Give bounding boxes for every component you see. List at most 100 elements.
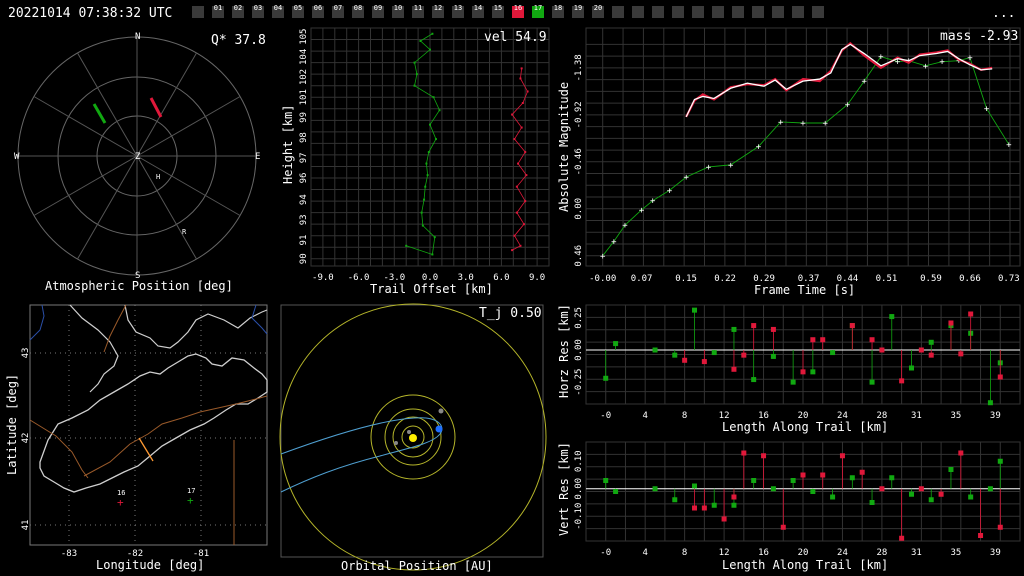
green-residual-point xyxy=(613,489,619,494)
magnitude-panel: ++++++++ +++ + +++++ ++ + + +++ 0.460.00-0.46-0… xyxy=(557,27,1021,297)
green-residual-point xyxy=(652,347,658,353)
green-magnitude-point: + xyxy=(967,54,973,64)
height-ylabel: Height [km] xyxy=(281,105,295,184)
timestamp: 20221014 07:38:32 UTC xyxy=(8,6,172,21)
green-residual-point xyxy=(810,489,816,494)
horz-xticks: -0 4 8 12 16 20 24 28 31 35 39 xyxy=(600,411,1000,421)
station-label: 02 xyxy=(234,4,242,12)
height-ytick: 99 xyxy=(299,112,309,123)
map-ylabel: Latitude [deg] xyxy=(5,374,19,475)
red-residual-point xyxy=(849,323,855,329)
station-label: 20 xyxy=(594,4,602,12)
green-trail-point xyxy=(431,253,434,256)
station-label: 11 xyxy=(414,4,422,12)
green-magnitude-point: + xyxy=(895,58,901,68)
polar-spoke xyxy=(77,52,138,157)
map-xtick: -82 xyxy=(127,549,143,559)
red-trail-point xyxy=(515,185,518,188)
station-label: 17 xyxy=(534,4,542,12)
white-magnitude-line xyxy=(685,43,993,118)
height-yticks: 90 91 93 94 96 97 98 99 101 102 104 105 xyxy=(299,29,309,265)
station-label: 13 xyxy=(454,4,462,12)
green-residual-point xyxy=(751,377,757,383)
jupiter-orbit xyxy=(279,303,547,571)
tj-label: T_j 0.50 xyxy=(479,306,542,321)
horz-yticks: 0.25 0.00 -0.25 xyxy=(574,307,584,396)
earth-orbit xyxy=(384,408,442,466)
height-xtick: 9.0 xyxy=(529,273,545,283)
green-magnitude-point: + xyxy=(823,119,829,129)
green-trail-point xyxy=(433,236,436,239)
red-residual-point xyxy=(968,311,974,317)
compass-s: S xyxy=(135,271,140,281)
horz-marks xyxy=(603,307,1003,406)
planet-mars xyxy=(438,408,444,414)
compass-w: W xyxy=(14,152,20,162)
green-magnitude-point: + xyxy=(878,53,884,63)
green-magnitude-point: + xyxy=(611,237,617,247)
red-track xyxy=(149,97,163,118)
station-box xyxy=(232,6,244,18)
green-magnitude-point: + xyxy=(600,252,606,262)
vert-yticks: 0.10 0.00 -0.10 xyxy=(574,450,584,529)
green-residual-point xyxy=(889,475,895,481)
red-residual-point xyxy=(741,352,747,358)
orbit-panel: T_j 0.50 Orbital Position [AU] xyxy=(279,303,547,573)
map-yticks: 43 42 41 xyxy=(21,348,31,531)
station-box xyxy=(572,6,584,18)
atmospheric-panel: N S E W Z H R Q* 37.8 Atmospheric Positi… xyxy=(14,32,266,293)
green-residual-point xyxy=(997,458,1003,464)
menu-button[interactable]: ... xyxy=(992,6,1015,21)
height-xtick: -9.0 xyxy=(312,273,334,283)
station-box xyxy=(272,6,284,18)
horz-xtick: 28 xyxy=(876,411,887,421)
vert-ytick: 0.00 xyxy=(574,478,584,500)
horz-ylabel: Horz Res [km] xyxy=(557,304,571,398)
red-residual-point xyxy=(918,486,924,492)
red-trail-point xyxy=(525,174,528,177)
polar-spoke xyxy=(136,155,197,260)
red-trail-point xyxy=(515,211,518,214)
height-ytick: 105 xyxy=(299,29,309,45)
height-ytick: 93 xyxy=(299,214,309,225)
polar-spoke xyxy=(136,155,241,216)
polar-spoke xyxy=(33,96,138,157)
green-residual-point xyxy=(889,314,895,320)
vert-marks xyxy=(603,450,1003,541)
red-residual-point xyxy=(978,533,984,538)
venus-orbit xyxy=(392,416,434,458)
horz-res-panel: 0.25 0.00 -0.25 -0 4 8 12 16 20 24 28 31 35 39 Horz … xyxy=(557,304,1021,434)
red-trail-point xyxy=(519,244,522,247)
red-trail-point xyxy=(526,90,529,93)
green-residual-point xyxy=(830,350,836,356)
red-residual-point xyxy=(928,352,934,358)
station-bar[interactable]: 01 02 03 04 05 06 07 08 09 10 11 12 13 14 15 16 17 18 19 20 xyxy=(192,4,824,18)
station-label: 06 xyxy=(314,4,322,12)
green-residual-point xyxy=(770,353,776,359)
red-residual-point xyxy=(751,323,757,329)
mars-orbit xyxy=(370,394,456,480)
vert-grid xyxy=(585,441,1021,542)
red-residual-point xyxy=(731,366,737,372)
green-magnitude-point: + xyxy=(1006,140,1012,150)
vert-xtick: 20 xyxy=(798,548,809,558)
red-residual-point xyxy=(820,337,826,343)
red-residual-point xyxy=(741,450,747,456)
shore-north xyxy=(69,304,268,393)
vert-xtick: 31 xyxy=(911,548,922,558)
green-residual-point xyxy=(849,475,855,481)
green-residual-point xyxy=(869,500,875,505)
red-residual-point xyxy=(899,378,905,384)
green-residual-point xyxy=(652,486,658,492)
horz-xtick: 12 xyxy=(719,411,730,421)
green-magnitude-point: + xyxy=(939,58,945,68)
station-label: 19 xyxy=(574,4,582,12)
station-box xyxy=(192,6,204,18)
red-residual-point xyxy=(879,486,885,492)
green-trail-point xyxy=(427,151,430,154)
polar-spoke xyxy=(136,96,241,157)
magnitude-xtick: 0.44 xyxy=(837,274,859,284)
vert-res-panel: 0.10 0.00 -0.10 -0 4 8 12 16 20 24 28 31 35 39 Vert … xyxy=(557,441,1021,572)
atmospheric-label: Atmospheric Position [deg] xyxy=(45,279,233,293)
station-label: 14 xyxy=(474,4,482,12)
